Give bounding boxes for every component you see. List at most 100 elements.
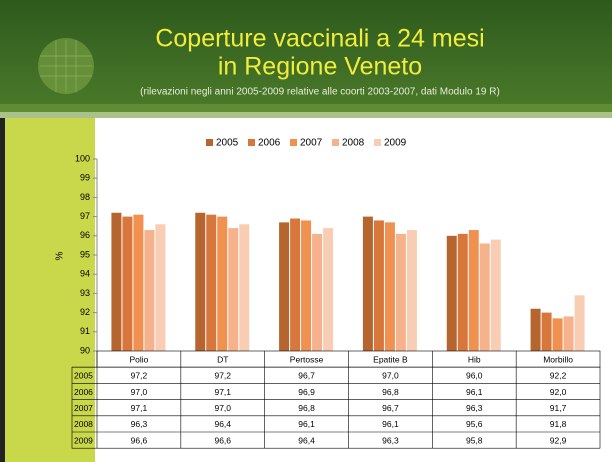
table-cell: 92,0 — [550, 387, 567, 397]
legend-label: 2005 — [216, 138, 239, 149]
header-band — [0, 0, 612, 112]
table-cell: 96,6 — [214, 435, 231, 445]
bar — [490, 239, 501, 351]
table-row-header: 2006 — [74, 387, 93, 397]
legend-swatch — [374, 139, 381, 146]
table-cell: 96,1 — [298, 419, 315, 429]
legend-swatch — [206, 139, 213, 146]
header-stripe — [0, 104, 612, 118]
table-cell: 96,4 — [298, 435, 315, 445]
table-cell: 96,8 — [382, 387, 399, 397]
bar — [217, 216, 228, 351]
table-cell: 95,6 — [466, 419, 483, 429]
title-line-2: in Regione Veneto — [218, 53, 422, 81]
table-cell: 96,3 — [466, 403, 483, 413]
bar — [155, 224, 166, 351]
table-cell: 97,0 — [382, 371, 399, 381]
bar — [457, 233, 468, 351]
table-cell: 92,2 — [550, 371, 567, 381]
x-tick-label: Hib — [468, 354, 481, 364]
x-tick-label: Polio — [129, 354, 148, 364]
table-cell: 96,4 — [214, 419, 231, 429]
bar — [144, 230, 155, 351]
y-tick-label: 96 — [80, 230, 90, 240]
bar — [301, 220, 312, 351]
bar — [312, 233, 323, 351]
x-tick-label: DT — [217, 354, 228, 364]
table-cell: 97,2 — [131, 371, 148, 381]
bar — [206, 214, 217, 351]
bar — [574, 295, 585, 351]
bar — [530, 308, 541, 351]
table-row-header: 2005 — [74, 371, 93, 381]
table-row-header: 2008 — [74, 419, 93, 429]
table-cell: 95,8 — [466, 435, 483, 445]
legend-label: 2009 — [384, 138, 407, 149]
y-tick-label: 93 — [80, 288, 90, 298]
table-cell: 96,8 — [298, 403, 315, 413]
table-cell: 97,1 — [214, 387, 231, 397]
legend-label: 2007 — [300, 138, 323, 149]
table-cell: 96,9 — [298, 387, 315, 397]
y-tick-label: 100 — [75, 153, 90, 163]
table-cell: 96,3 — [131, 419, 148, 429]
bar — [395, 233, 406, 351]
y-tick-label: 99 — [80, 173, 90, 183]
side-strip — [0, 118, 95, 462]
bar — [384, 222, 395, 351]
table-cell: 96,6 — [131, 435, 148, 445]
table-row-header: 2007 — [74, 403, 93, 413]
legend-swatch — [290, 139, 297, 146]
bar — [479, 243, 490, 351]
bar — [362, 216, 373, 351]
bar — [228, 228, 239, 351]
side-edge — [0, 118, 5, 462]
subtitle: (rilevazioni negli anni 2005-2009 relati… — [140, 87, 500, 98]
bar — [552, 318, 563, 351]
decor-grid — [40, 40, 92, 92]
x-tick-label: Morbillo — [543, 354, 573, 364]
table-cell: 96,1 — [466, 387, 483, 397]
x-tick-label: Epatite B — [373, 354, 408, 364]
table-cell: 92,9 — [550, 435, 567, 445]
bar — [373, 220, 384, 351]
y-tick-label: 91 — [80, 326, 90, 336]
table-cell: 96,0 — [466, 371, 483, 381]
table-row-header: 2009 — [74, 435, 93, 445]
y-tick-label: 97 — [80, 211, 90, 221]
bar — [195, 212, 206, 351]
table-cell: 97,0 — [131, 387, 148, 397]
table-cell: 96,1 — [382, 419, 399, 429]
bar — [446, 235, 457, 351]
table-cell: 96,7 — [382, 403, 399, 413]
y-tick-label: 98 — [80, 192, 90, 202]
bar — [323, 228, 334, 351]
table-cell: 97,0 — [214, 403, 231, 413]
legend-label: 2006 — [258, 138, 281, 149]
title: Coperture vaccinali a 24 mesi — [155, 25, 484, 53]
bar — [541, 312, 552, 351]
y-tick-label: 92 — [80, 307, 90, 317]
legend-swatch — [332, 139, 339, 146]
table-cell: 97,2 — [214, 371, 231, 381]
bar — [468, 230, 479, 351]
bar — [279, 222, 290, 351]
bar — [406, 230, 417, 351]
y-tick-label: 95 — [80, 249, 90, 259]
y-tick-label: 90 — [80, 345, 90, 355]
table-cell: 96,7 — [298, 371, 315, 381]
bar — [111, 212, 122, 351]
bar — [563, 316, 574, 351]
y-tick-label: 94 — [80, 269, 90, 279]
bar — [133, 214, 144, 351]
table-cell: 91,8 — [550, 419, 567, 429]
bar — [239, 224, 250, 351]
legend-label: 2008 — [342, 138, 365, 149]
table-cell: 91,7 — [550, 403, 567, 413]
table-cell: 96,3 — [382, 435, 399, 445]
bar — [122, 216, 133, 351]
x-tick-label: Pertosse — [290, 354, 324, 364]
legend-swatch — [248, 139, 255, 146]
y-axis-label: % — [55, 251, 66, 260]
